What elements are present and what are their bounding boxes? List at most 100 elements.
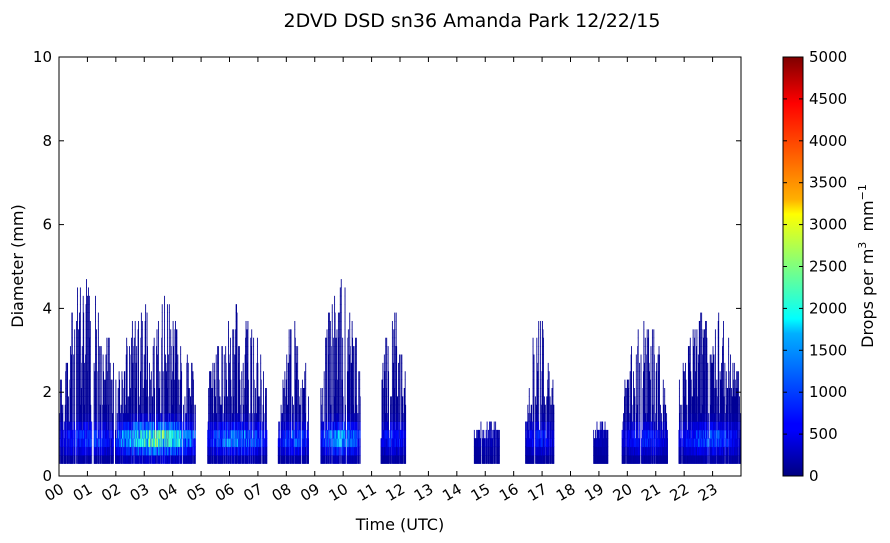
heatmap-cell: [383, 455, 385, 464]
heatmap-cell: [346, 421, 348, 431]
heatmap-cell: [234, 379, 236, 389]
heatmap-cell: [70, 388, 72, 397]
heatmap-cell: [296, 446, 298, 456]
heatmap-cell: [100, 354, 102, 364]
heatmap-cell: [154, 446, 156, 456]
heatmap-cell: [300, 446, 301, 456]
heatmap-cell: [301, 413, 303, 422]
heatmap-cell: [263, 438, 264, 448]
heatmap-cell: [381, 421, 383, 431]
heatmap-cell: [138, 438, 139, 448]
heatmap-cell: [334, 396, 336, 406]
heatmap-cell: [134, 446, 136, 456]
heatmap-cell: [344, 429, 345, 439]
heatmap-cell: [292, 413, 293, 422]
heatmap-cell: [328, 346, 329, 355]
heatmap-cell: [238, 421, 239, 431]
heatmap-cell: [217, 438, 219, 448]
heatmap-cell: [232, 438, 234, 448]
heatmap-cell: [142, 396, 144, 406]
heatmap-cell: [125, 362, 127, 372]
heatmap-cell: [115, 421, 117, 431]
heatmap-cell: [145, 455, 147, 464]
heatmap-cell: [328, 362, 330, 372]
heatmap-cell: [323, 388, 325, 397]
heatmap-cell: [256, 413, 258, 422]
heatmap-cell: [344, 421, 346, 431]
heatmap-cell: [69, 446, 70, 456]
heatmap-cell: [180, 421, 182, 431]
heatmap-cell: [79, 362, 81, 372]
heatmap-cell: [112, 429, 114, 439]
heatmap-cell: [153, 438, 155, 448]
heatmap-cell: [166, 438, 168, 448]
heatmap-cell: [325, 429, 327, 439]
heatmap-cell: [184, 421, 186, 431]
heatmap-cell: [102, 438, 104, 448]
heatmap-cell: [235, 438, 237, 448]
heatmap-cell: [108, 455, 110, 464]
heatmap-cell: [121, 438, 122, 448]
heatmap-cell: [86, 312, 87, 322]
heatmap-cell: [247, 329, 249, 339]
heatmap-cell: [82, 446, 84, 456]
heatmap-cell: [348, 455, 350, 464]
heatmap-cell: [336, 421, 337, 431]
heatmap-cell: [126, 379, 128, 389]
heatmap-cell: [259, 446, 261, 456]
heatmap-cell: [173, 455, 175, 464]
heatmap-cell: [210, 438, 212, 448]
heatmap-cell: [86, 379, 87, 389]
heatmap-cell: [71, 362, 73, 372]
heatmap-cell: [228, 396, 229, 406]
heatmap-cell: [141, 388, 143, 397]
heatmap-cell: [175, 379, 176, 389]
heatmap-cell: [104, 413, 105, 422]
heatmap-cell: [298, 446, 300, 456]
heatmap-cell: [286, 379, 288, 389]
heatmap-cell: [106, 438, 108, 448]
heatmap-cell: [81, 455, 83, 464]
heatmap-cell: [338, 362, 340, 372]
heatmap-cell: [337, 379, 338, 389]
heatmap-cell: [290, 404, 292, 414]
heatmap-cell: [338, 438, 340, 448]
heatmap-cell: [236, 371, 237, 381]
heatmap-cell: [100, 446, 102, 456]
heatmap-cell: [347, 388, 349, 397]
heatmap-cell: [354, 438, 356, 448]
heatmap-cell: [70, 404, 72, 414]
heatmap-cell: [118, 371, 120, 381]
heatmap-cell: [95, 346, 96, 355]
heatmap-cell: [135, 421, 137, 431]
heatmap-cell: [99, 413, 101, 422]
heatmap-cell: [328, 337, 329, 347]
heatmap-cell: [265, 413, 267, 422]
heatmap-cell: [257, 413, 259, 422]
heatmap-cell: [158, 438, 160, 448]
heatmap-cell: [148, 446, 149, 456]
heatmap-cell: [326, 413, 328, 422]
heatmap-cell: [77, 312, 78, 322]
heatmap-cell: [265, 396, 267, 406]
heatmap-cell: [336, 446, 337, 456]
heatmap-cell: [234, 388, 236, 397]
heatmap-cell: [129, 429, 130, 439]
heatmap-cell: [290, 421, 291, 431]
heatmap-cell: [221, 388, 223, 397]
heatmap-cell: [187, 413, 189, 422]
heatmap-cell: [84, 438, 86, 448]
heatmap-cell: [124, 421, 126, 431]
heatmap-cell: [352, 354, 354, 364]
heatmap-cell: [107, 421, 109, 431]
heatmap-cell: [256, 429, 258, 439]
heatmap-cell: [290, 438, 292, 448]
heatmap-cell: [218, 354, 219, 364]
heatmap-cell: [77, 371, 79, 381]
heatmap-cell: [191, 371, 193, 381]
heatmap-cell: [355, 446, 357, 456]
heatmap-cell: [71, 455, 73, 464]
heatmap-cell: [89, 396, 91, 406]
heatmap-cell: [239, 455, 241, 464]
heatmap-cell: [308, 396, 309, 406]
